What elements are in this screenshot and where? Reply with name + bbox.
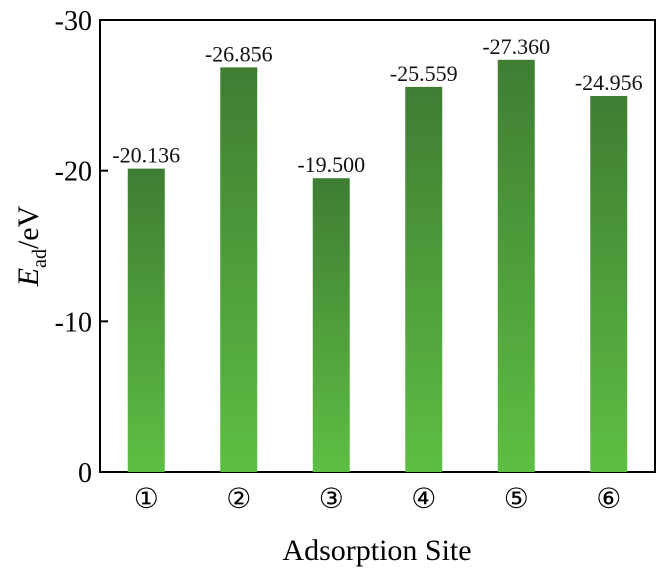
bar	[127, 168, 165, 472]
data-labels: -20.136 -26.856 -19.500 -25.559 -27.360 -24.9…	[112, 34, 642, 177]
y-axis-ticks: 0 -10 -20 -30	[55, 6, 108, 489]
bar	[590, 95, 628, 472]
x-category-label: ⑥	[596, 482, 621, 515]
bars	[127, 59, 628, 472]
y-axis-title: Ead/eV	[12, 205, 51, 287]
y-tick-label: -30	[55, 6, 92, 37]
bar-value-label: -19.500	[297, 152, 365, 177]
bar	[312, 178, 350, 472]
bar-value-label: -24.956	[575, 70, 643, 95]
bar	[497, 59, 535, 472]
x-category-label: ②	[226, 482, 251, 515]
bar	[220, 67, 258, 472]
y-tick-label: 0	[78, 458, 92, 489]
x-category-label: ⑤	[504, 482, 529, 515]
x-category-label: ④	[411, 482, 436, 515]
x-category-label: ①	[134, 482, 159, 515]
plot-frame	[99, 19, 656, 473]
x-axis-title: Adsorption Site	[282, 534, 471, 567]
bar-value-label: -27.360	[482, 34, 550, 59]
bar-value-label: -26.856	[205, 41, 273, 66]
y-tick-label: -10	[55, 307, 92, 338]
x-category-label: ③	[319, 482, 344, 515]
bar-value-label: -20.136	[112, 143, 180, 168]
bar-value-label: -25.559	[390, 61, 458, 86]
y-tick-label: -20	[55, 157, 92, 188]
bar	[405, 86, 443, 472]
x-axis-categories: ① ② ③ ④ ⑤ ⑥	[134, 482, 622, 515]
